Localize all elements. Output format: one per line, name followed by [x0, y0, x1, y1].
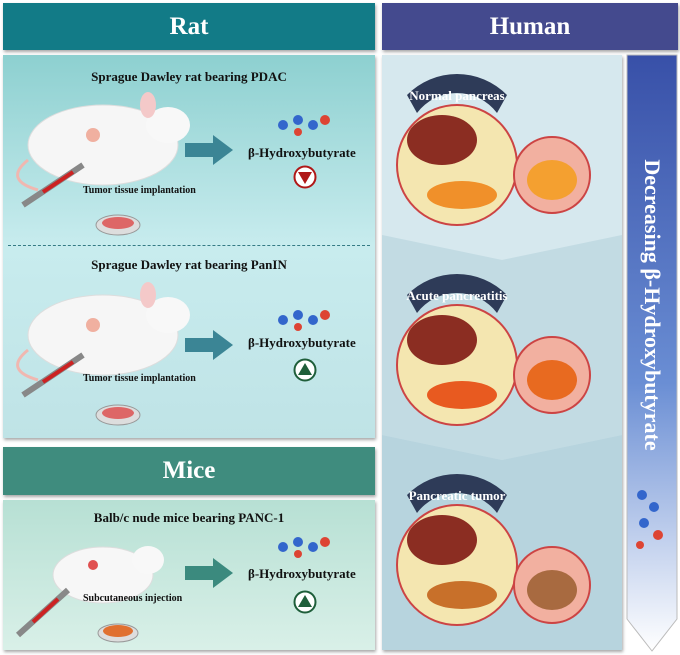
panin-procedure: Tumor tissue implantation	[83, 373, 196, 384]
pdac-title: Sprague Dawley rat bearing PDAC	[91, 69, 287, 84]
mice-title: Mice	[162, 457, 216, 484]
panin-title: Sprague Dawley rat bearing PanIN	[91, 257, 287, 272]
increase-icon	[293, 590, 317, 614]
rat-header: Rat	[3, 3, 375, 50]
rat-title: Rat	[169, 12, 209, 40]
panin-metabolite: β-Hydroxybutyrate	[248, 335, 356, 350]
panc1-procedure: Subcutaneous injection	[83, 593, 183, 604]
arrow-icon	[185, 558, 233, 588]
stage-pancreatitis: Acute pancreatitis	[396, 273, 591, 426]
increase-icon	[293, 358, 317, 382]
human-stages: Normal pancreas Acute pancreatitis Pancr…	[382, 55, 622, 650]
arrow-icon	[185, 135, 233, 165]
mice-panel: Balb/c nude mice bearing PANC-1 Subcutan…	[3, 500, 375, 650]
molecule-icon	[636, 490, 663, 549]
human-title: Human	[489, 12, 571, 40]
human-panel: Normal pancreas Acute pancreatitis Pancr…	[382, 55, 622, 650]
divider	[8, 245, 370, 246]
stage-label: Pancreatic tumor	[409, 488, 506, 503]
pdac-metabolite: β-Hydroxybutyrate	[248, 145, 356, 160]
rat-panin-illustration	[16, 282, 190, 426]
mouse-panc1-illustration	[15, 546, 164, 643]
decrease-icon	[293, 165, 317, 189]
molecule-icon	[278, 310, 330, 331]
stage-label: Acute pancreatitis	[406, 288, 507, 303]
stage-normal: Normal pancreas	[396, 73, 591, 226]
molecule-icon	[278, 537, 330, 558]
molecule-icon	[278, 115, 330, 136]
human-header: Human	[382, 3, 678, 50]
rat-pdac-illustration	[16, 92, 190, 236]
arrow-icon	[185, 330, 233, 360]
stage-label: Normal pancreas	[409, 88, 504, 103]
pdac-procedure: Tumor tissue implantation	[83, 185, 196, 196]
decreasing-label: Decreasing β-Hydroxybutyrate	[640, 159, 665, 451]
stage-tumor: Pancreatic tumor	[396, 473, 591, 626]
rat-panel: Sprague Dawley rat bearing PDAC Tumor ti…	[3, 55, 375, 438]
panc1-metabolite: β-Hydroxybutyrate	[248, 566, 356, 581]
panc1-title: Balb/c nude mice bearing PANC-1	[93, 510, 285, 525]
mice-header: Mice	[3, 447, 375, 495]
decreasing-arrow	[626, 54, 678, 652]
